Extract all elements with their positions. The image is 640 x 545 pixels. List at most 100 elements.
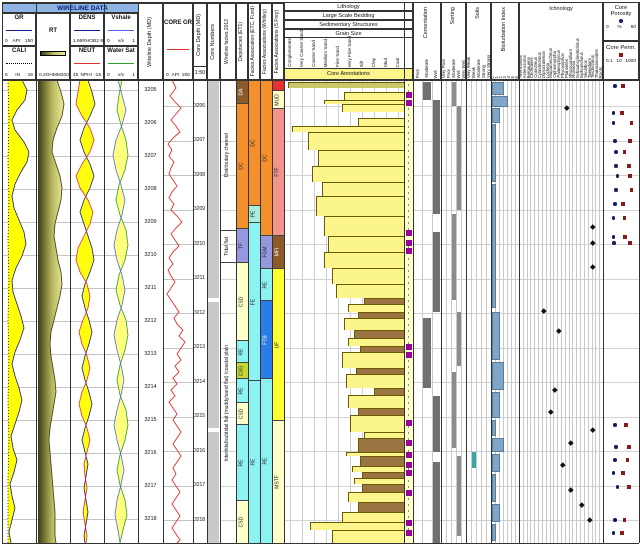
core-perm-point: [629, 188, 634, 192]
sorting-bar: [451, 214, 456, 300]
perm-square-legend: [619, 53, 623, 57]
lithology-bed: [348, 304, 404, 312]
core-perm-header: Core Perm. 0.1 10 1000: [603, 41, 639, 80]
lithology-bed: [322, 182, 404, 196]
neut-legend-line: [74, 63, 100, 64]
neut-scale: 45 NPHI -15: [73, 73, 101, 78]
lithology-bed: [316, 196, 404, 216]
lithology-bed: [344, 92, 404, 100]
core-perm-point: [629, 121, 634, 125]
lithology-bed: [348, 338, 404, 346]
wireline-depth-value: 3206: [144, 119, 157, 126]
column-border: [284, 2, 285, 543]
sub-column-grid-line: [422, 80, 424, 543]
core-perm-point: [624, 423, 628, 427]
lithology-bed: [310, 522, 404, 530]
lithology-bed: [348, 395, 404, 408]
lithology-bed: [332, 268, 404, 284]
dens-scale: 1.95 RHOB 2.95: [73, 39, 106, 44]
gr-label: GR: [14, 15, 24, 21]
sub-column-grid-line: [511, 80, 512, 543]
sub-column-grid-line: [471, 80, 472, 543]
core-porosity-point: [611, 121, 616, 125]
sub-column-grid-line: [549, 80, 551, 543]
column-border: [441, 2, 442, 543]
core-perm-point: [627, 164, 631, 168]
facies-block: CSG: [236, 362, 248, 378]
header-data-divider: [2, 80, 639, 81]
outer-border-bottom: [2, 543, 639, 544]
track-header-gr: GR 0 API 150: [2, 13, 36, 46]
bioturbation-bar: [492, 362, 504, 390]
lithology-bed: [346, 374, 404, 388]
column-border: [260, 2, 261, 543]
column-border: [193, 2, 194, 543]
core-porosity-title: Core Porosity: [610, 5, 632, 17]
cementation-bar: [432, 100, 440, 214]
lithology-bed: [354, 330, 404, 338]
core-porosity-point: [611, 531, 616, 535]
core-porosity-point: [611, 471, 616, 475]
core-porosity-point: [615, 485, 620, 489]
lithology-bed: [324, 216, 404, 236]
core-number-strip: [208, 432, 219, 543]
bioturbation-bar: [492, 108, 500, 123]
core-sample-marker: [405, 520, 412, 526]
core-grid-line: [220, 485, 639, 487]
core-sample-marker: [405, 240, 412, 246]
cali-label: CALI: [12, 48, 26, 54]
sub-column-grid-line: [561, 80, 562, 543]
sorting-bar: [456, 312, 461, 366]
core-grid-line: [163, 175, 193, 176]
grain-size-grid-line: [302, 80, 303, 543]
core-grid-line: [220, 278, 639, 280]
lithology-bed: [342, 352, 404, 368]
outer-border-top: [2, 2, 639, 3]
track-header-vshale: Vshale 0 v/v 1: [104, 13, 138, 46]
sub-column-grid-line: [564, 80, 566, 543]
core-porosity-point: [611, 216, 616, 220]
cementation-bar: [432, 232, 440, 312]
bioturbation-bar: [492, 454, 500, 472]
column-border: [603, 2, 604, 543]
lithology-bed: [352, 466, 404, 472]
track-header-neut: NEUT 45 NPHI -15: [70, 46, 104, 80]
core-sample-marker: [405, 92, 412, 98]
sub-column-grid-line: [530, 80, 532, 543]
sub-column-grid-line: [587, 80, 589, 543]
core-porosity-point: [611, 111, 616, 115]
lithology-bed: [358, 118, 404, 126]
lithology-bed: [308, 132, 404, 150]
column-border: [220, 2, 221, 543]
cementation-bar: [432, 396, 440, 452]
core-sample-marker: [405, 490, 412, 496]
sub-column-grid-line: [431, 80, 433, 543]
wireline-depth-value: 3218: [144, 515, 157, 522]
sub-column-grid-line: [515, 80, 516, 543]
core-grid-line: [220, 140, 639, 142]
wireline-depth-value: 3208: [144, 185, 157, 192]
lithology-bed: [358, 408, 404, 415]
wireline-depth-value: 3217: [144, 482, 157, 489]
bioturbation-bar: [492, 392, 500, 418]
lithology-bed: [348, 492, 404, 502]
core-porosity-point: [613, 84, 617, 88]
core-depth-value: 3206: [193, 102, 206, 109]
wsat-label: Water Sat: [107, 48, 135, 54]
core-perm-point: [622, 150, 627, 154]
facies-block: FGM: [260, 235, 272, 268]
wireline-depth-value: 3214: [144, 383, 157, 390]
annotation-text-ticks: [408, 84, 409, 539]
core-sample-marker: [405, 344, 412, 350]
lithology-bed: [362, 484, 404, 492]
core-depth-value: 3217: [193, 482, 206, 488]
lithology-bed: [362, 472, 404, 478]
facies-block: PE: [248, 205, 260, 222]
dens-curve: [79, 79, 96, 544]
sub-column-grid-line: [456, 80, 457, 543]
core-depth-value: 3210: [193, 240, 206, 247]
bioturbation-bar: [492, 524, 496, 541]
scale-ratio-label: 1:50: [194, 66, 206, 79]
sub-column-grid-line: [486, 80, 487, 543]
